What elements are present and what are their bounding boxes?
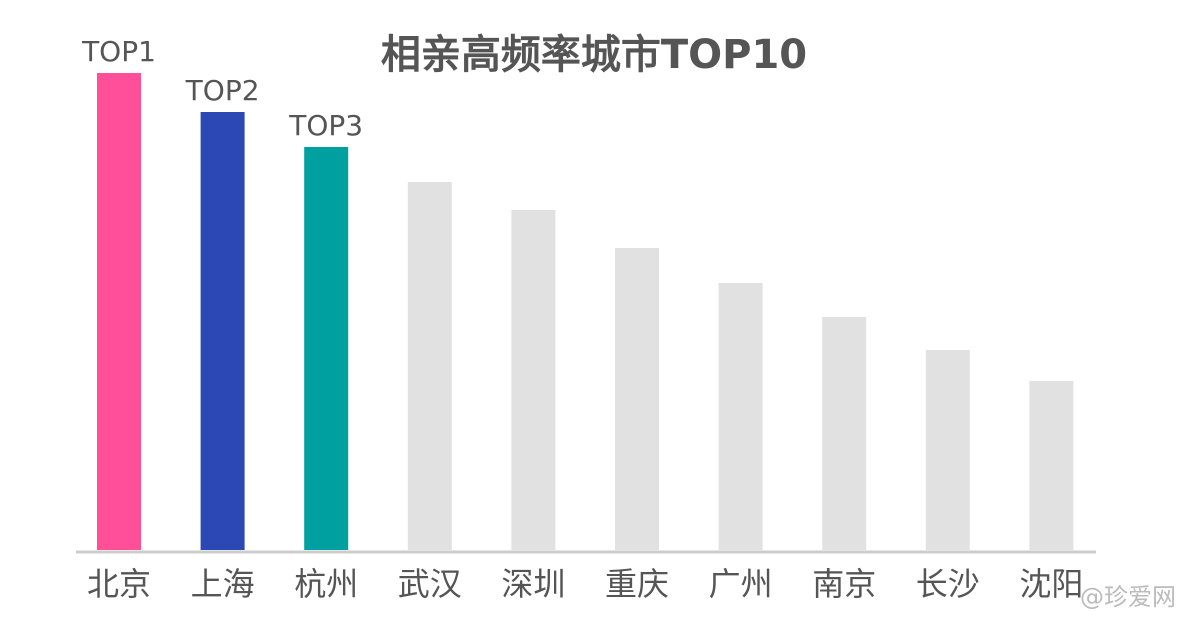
- bar-annotation: TOP2: [185, 74, 260, 107]
- x-tick-label: 北京: [87, 565, 151, 603]
- bar: [615, 248, 659, 550]
- x-tick-label: 深圳: [501, 565, 565, 603]
- bar: [925, 350, 970, 550]
- bar: [407, 182, 452, 550]
- x-tick-label: 上海: [191, 565, 255, 603]
- bar-annotation: TOP1: [81, 35, 156, 68]
- x-tick-label: 重庆: [605, 565, 669, 603]
- x-tick-label: 武汉: [398, 565, 462, 603]
- bar: [511, 210, 556, 550]
- bar-annotation: TOP3: [288, 109, 363, 142]
- chart-title: 相亲高频率城市TOP10: [381, 32, 807, 78]
- bar: [304, 147, 349, 550]
- watermark: @珍爱网: [1080, 583, 1176, 611]
- bar: [1029, 381, 1074, 550]
- x-tick-label: 南京: [812, 565, 876, 603]
- bar: [200, 112, 245, 550]
- x-tick-label: 长沙: [916, 565, 980, 603]
- x-tick-label: 杭州: [294, 565, 358, 603]
- bar: [718, 283, 763, 550]
- bar: [97, 73, 141, 550]
- bar: [822, 317, 867, 550]
- x-tick-label: 广州: [709, 565, 773, 603]
- x-tick-label: 沈阳: [1019, 565, 1083, 603]
